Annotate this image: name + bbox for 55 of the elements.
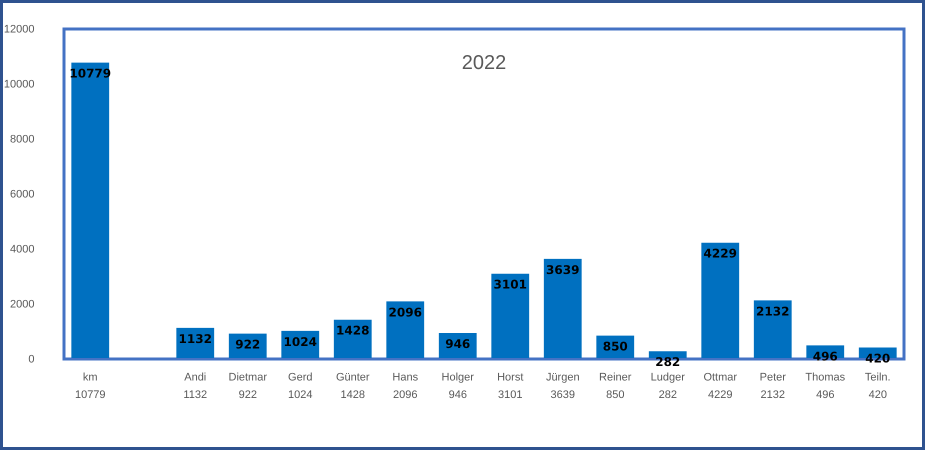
bar bbox=[754, 300, 792, 359]
x-tick-label: Peter bbox=[760, 372, 786, 384]
annotation: 1024 bbox=[284, 334, 317, 349]
data-label: 496 bbox=[816, 389, 834, 401]
annotation: 4229 bbox=[704, 246, 737, 261]
x-tick-label: Gerd bbox=[288, 372, 312, 384]
data-label: 282 bbox=[658, 389, 677, 401]
x-tick-label: Ottmar bbox=[703, 372, 738, 384]
annotation: 496 bbox=[812, 349, 838, 364]
x-tick-label: Reiner bbox=[599, 372, 632, 384]
x-tick-label: Günter bbox=[336, 372, 370, 384]
x-tick-label: km bbox=[82, 372, 98, 384]
data-label: 10779 bbox=[74, 389, 106, 401]
data-label: 1024 bbox=[288, 389, 312, 401]
data-label: 922 bbox=[238, 389, 257, 401]
y-tick-label: 4000 bbox=[10, 244, 34, 256]
bar bbox=[491, 274, 530, 359]
data-label: 2132 bbox=[760, 389, 785, 401]
x-tick-label: Ludger bbox=[650, 372, 686, 384]
annotation: 1132 bbox=[178, 332, 212, 346]
annotation: 850 bbox=[602, 340, 628, 354]
data-label: 3639 bbox=[550, 389, 575, 401]
data-label: 946 bbox=[448, 389, 467, 401]
x-tick-label: Hans bbox=[392, 372, 419, 384]
bar bbox=[71, 62, 110, 359]
data-label: 3101 bbox=[498, 389, 522, 401]
y-tick-label: 8000 bbox=[10, 134, 34, 146]
data-label: 1132 bbox=[183, 389, 208, 401]
annotation: 3639 bbox=[546, 262, 580, 277]
bar bbox=[701, 242, 740, 359]
data-label: 4229 bbox=[708, 389, 732, 401]
y-tick-label: 6000 bbox=[10, 188, 34, 200]
annotation: 2132 bbox=[756, 304, 790, 318]
y-tick-label: 0 bbox=[28, 354, 34, 366]
data-label: 2096 bbox=[393, 389, 418, 401]
text: 2022 bbox=[462, 52, 506, 74]
annotation: 1428 bbox=[336, 324, 370, 338]
x-tick-label: Jürgen bbox=[546, 372, 580, 384]
x-tick-label: Holger bbox=[442, 372, 474, 384]
x-tick-label: Teiln. bbox=[864, 372, 891, 384]
y-tick-label: 12000 bbox=[4, 24, 34, 36]
data-label: 850 bbox=[606, 389, 624, 401]
bar bbox=[544, 258, 582, 359]
data-label: 1428 bbox=[340, 389, 365, 401]
annotation: 3101 bbox=[494, 278, 527, 292]
x-tick-label: Horst bbox=[497, 372, 524, 384]
x-tick-label: Andi bbox=[184, 372, 206, 384]
data-label: 420 bbox=[868, 389, 887, 401]
annotation: 922 bbox=[235, 338, 260, 352]
x-tick-label: Dietmar bbox=[228, 372, 268, 384]
y-tick-label: 10000 bbox=[4, 78, 34, 90]
y-tick-label: 2000 bbox=[10, 298, 34, 310]
annotation: 946 bbox=[445, 336, 470, 351]
annotation: 2096 bbox=[388, 305, 422, 320]
x-tick-label: Thomas bbox=[805, 372, 846, 384]
